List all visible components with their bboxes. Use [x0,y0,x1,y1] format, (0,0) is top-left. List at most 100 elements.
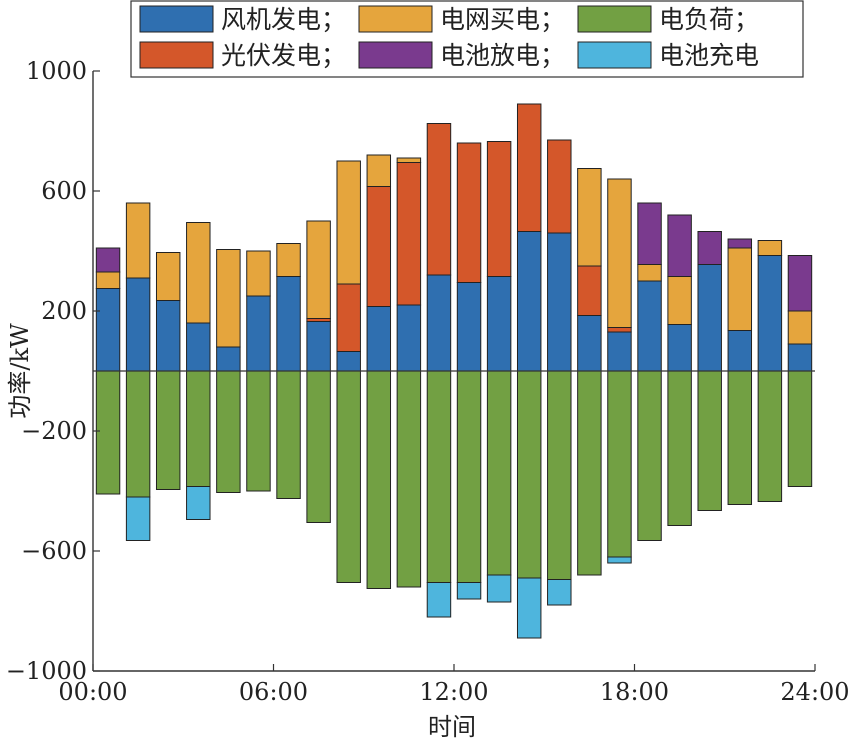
x-tick-label-2: 06:00 [239,678,308,706]
bar-segment-2-9 [336,283,361,352]
x-tick-label-4: 18:00 [600,678,669,706]
bar-segment-6-16 [547,579,572,606]
bar-segment-4-19 [637,202,662,265]
bar-segment-1-19 [637,280,662,372]
y-tick-label-2: −600 [21,537,87,565]
bar-segment-5-13 [456,370,482,583]
bar-segment-3-24 [787,310,813,345]
bar-segment-3-23 [757,240,783,256]
y-tick-label-4: 200 [41,297,87,325]
bars-group [95,103,813,639]
bar-segment-3-4 [186,222,211,324]
y-tick-label-3: −200 [21,417,87,445]
bar-segment-6-18 [607,556,632,564]
legend-label-3: 电负荷； [659,5,759,34]
bar-segment-5-15 [516,370,542,579]
bar-segment-3-9 [336,160,361,285]
bar-segment-5-24 [787,370,813,487]
bar-segment-5-7 [276,370,301,499]
legend-box [130,0,804,78]
bar-segment-1-8 [306,321,331,372]
legend-swatch-1 [139,5,214,33]
x-tick-label-3: 12:00 [419,678,488,706]
bar-segment-5-14 [486,370,512,576]
y-tick-label-5: 600 [41,177,87,205]
bar-segment-5-22 [727,370,753,505]
bar-segment-5-19 [637,370,662,541]
bar-segment-5-9 [336,370,361,583]
legend-label-1: 风机发电； [221,5,346,34]
bar-segment-1-23 [757,255,783,372]
bar-segment-6-2 [125,496,151,541]
bar-segment-1-4 [186,322,211,372]
bar-segment-3-7 [276,243,301,277]
bar-segment-1-3 [155,300,181,372]
legend-swatch-6 [577,41,652,69]
legend-label-4: 光伏发电； [221,41,346,70]
bar-segment-1-7 [276,276,301,372]
bar-segment-5-1 [95,370,121,495]
bar-segment-1-11 [396,304,422,372]
y-axis-label: 功率/kW [6,323,34,419]
bar-segment-6-14 [486,574,512,603]
legend-swatch-5 [358,41,433,69]
bar-segment-3-22 [727,247,753,331]
bar-segment-4-20 [667,214,692,277]
bar-segment-2-16 [547,139,572,234]
bar-segment-5-20 [667,370,692,526]
bar-segment-6-15 [516,577,542,639]
bar-segment-1-21 [697,264,722,372]
axes-group: −1000 −600 −200 200 600 1000 00:00 06:00 12:00 18… [6,57,848,706]
bar-segment-4-24 [787,255,813,312]
bar-segment-2-18 [607,327,632,333]
bar-segment-4-1 [95,247,121,273]
bar-segment-1-9 [336,351,361,372]
bar-segment-6-13 [456,582,482,600]
bar-segment-2-13 [456,142,482,283]
bar-segment-1-22 [727,330,753,372]
bar-segment-6-12 [426,582,452,618]
bar-segment-2-11 [396,162,422,306]
legend-swatch-3 [577,5,652,33]
bar-segment-3-10 [366,154,392,187]
bar-segment-5-17 [577,370,602,576]
bar-segment-1-12 [426,274,452,372]
bar-segment-5-23 [757,370,783,502]
bar-segment-6-4 [186,486,211,520]
bar-segment-4-21 [697,231,722,265]
bar-segment-2-17 [577,265,602,316]
bar-segment-3-8 [306,220,331,319]
y-tick-label-1: −1000 [6,657,87,685]
bar-segment-4-22 [727,238,753,249]
bar-segment-1-2 [125,277,151,372]
bar-segment-3-1 [95,271,121,289]
bar-segment-2-15 [516,103,542,232]
bar-segment-3-18 [607,178,632,328]
bar-segment-5-10 [366,370,392,589]
bar-segment-1-18 [607,331,632,372]
x-tick-label-5: 24:00 [780,678,848,706]
bar-segment-3-20 [667,276,692,325]
bar-segment-1-15 [516,231,542,372]
legend-swatch-2 [358,5,433,33]
y-tick-label-6: 1000 [26,57,87,85]
bar-segment-1-17 [577,315,602,372]
bar-segment-5-21 [697,370,722,511]
bar-segment-5-6 [246,370,271,492]
bar-segment-1-5 [216,346,241,372]
bar-segment-3-2 [125,202,151,279]
bar-segment-1-14 [486,276,512,372]
bar-segment-1-10 [366,306,392,372]
x-tick-label-1: 00:00 [58,678,127,706]
bar-segment-3-11 [396,157,422,163]
legend-swatch-4 [139,41,214,69]
bar-segment-5-12 [426,370,452,583]
legend-label-2: 电网买电； [440,5,565,34]
bar-segment-5-11 [396,370,422,588]
bar-segment-3-5 [216,249,241,348]
legend-label-6: 电池充电 [659,41,759,70]
bar-segment-3-3 [155,252,181,301]
bar-segment-5-18 [607,370,632,558]
legend-label-5: 电池放电； [440,41,565,70]
